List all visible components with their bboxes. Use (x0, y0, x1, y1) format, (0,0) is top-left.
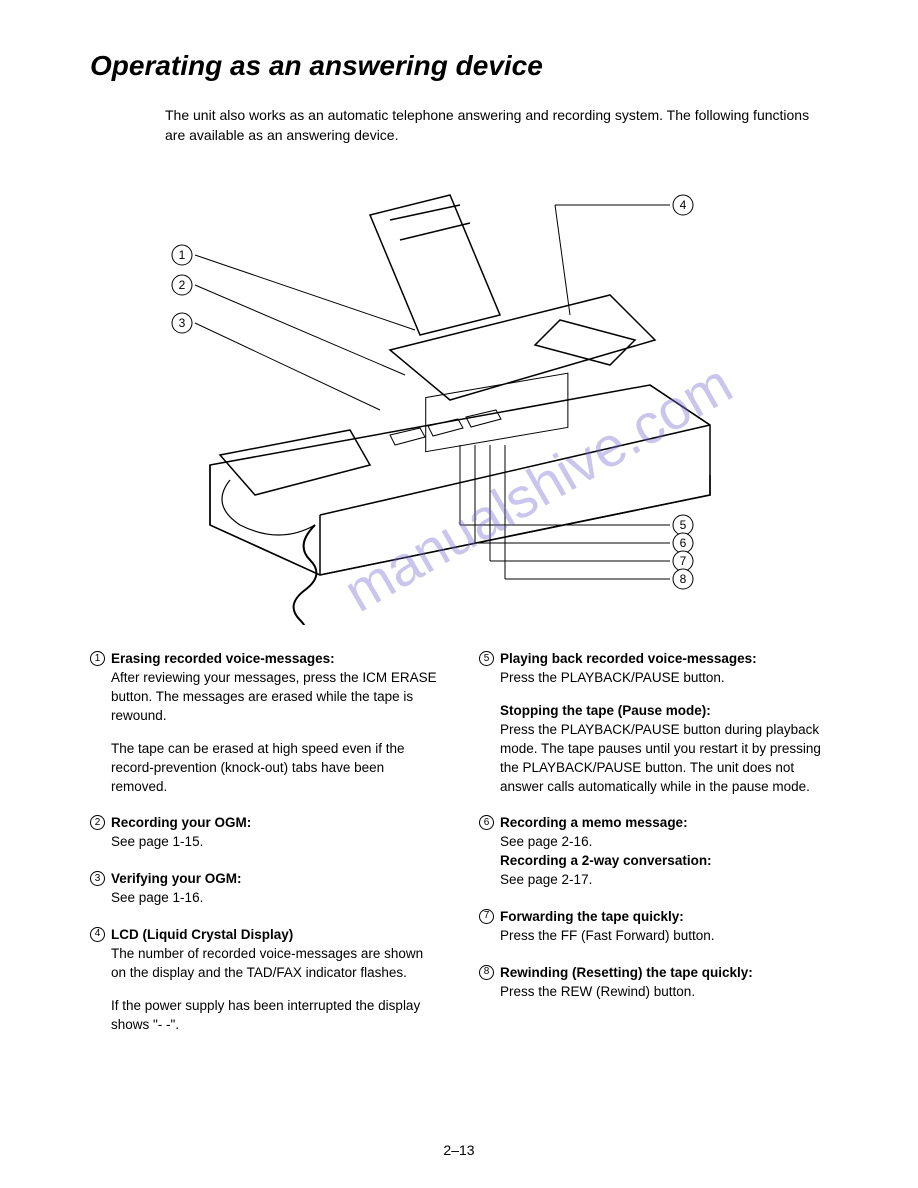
svg-text:2: 2 (179, 278, 186, 292)
device-diagram: manualshive.com (90, 165, 828, 625)
item-title: Playing back recorded voice-messages: (500, 650, 757, 669)
item-num: 1 (90, 651, 105, 666)
svg-text:8: 8 (680, 572, 687, 586)
item-title: Forwarding the tape quickly: (500, 908, 684, 927)
item-title: Erasing recorded voice-messages: (111, 650, 335, 669)
item-body-text: If the power supply has been interrupted… (111, 997, 439, 1035)
item-body-text: Press the PLAYBACK/PAUSE button during p… (500, 721, 828, 797)
item-body-text: After reviewing your messages, press the… (111, 669, 439, 726)
item-subtitle: Stopping the tape (Pause mode): (500, 702, 828, 721)
page-title: Operating as an answering device (90, 50, 828, 82)
item-num: 8 (479, 965, 494, 980)
item-4: 4 LCD (Liquid Crystal Display) The number… (90, 926, 439, 1034)
svg-text:7: 7 (680, 554, 687, 568)
item-num: 2 (90, 815, 105, 830)
right-column: 5 Playing back recorded voice-messages: P… (479, 650, 828, 1052)
item-5: 5 Playing back recorded voice-messages: P… (479, 650, 828, 796)
item-title: Recording a memo message: (500, 814, 688, 833)
item-num: 4 (90, 927, 105, 942)
item-body-text: The number of recorded voice-messages ar… (111, 945, 439, 983)
item-8: 8 Rewinding (Resetting) the tape quickly:… (479, 964, 828, 1002)
svg-text:6: 6 (680, 536, 687, 550)
item-title: Recording your OGM: (111, 814, 251, 833)
item-6: 6 Recording a memo message: See page 2-16… (479, 814, 828, 890)
item-body-text: See page 1-15. (111, 834, 203, 849)
item-num: 3 (90, 871, 105, 886)
item-body-text: See page 2-16. (500, 833, 828, 852)
item-num: 5 (479, 651, 494, 666)
svg-text:3: 3 (179, 316, 186, 330)
item-7: 7 Forwarding the tape quickly: Press the … (479, 908, 828, 946)
item-subtitle: Recording a 2-way conversation: (500, 852, 828, 871)
svg-text:1: 1 (179, 248, 186, 262)
item-num: 6 (479, 815, 494, 830)
left-column: 1 Erasing recorded voice-messages: After … (90, 650, 439, 1052)
item-title: Verifying your OGM: (111, 870, 242, 889)
item-3: 3 Verifying your OGM: See page 1-16. (90, 870, 439, 908)
svg-text:4: 4 (680, 198, 687, 212)
item-num: 7 (479, 909, 494, 924)
item-2: 2 Recording your OGM: See page 1-15. (90, 814, 439, 852)
item-body-text: Press the FF (Fast Forward) button. (500, 928, 715, 943)
svg-text:5: 5 (680, 518, 687, 532)
page-number: 2–13 (0, 1142, 918, 1158)
item-body-text: See page 1-16. (111, 890, 203, 905)
item-title: Rewinding (Resetting) the tape quickly: (500, 964, 753, 983)
item-title: LCD (Liquid Crystal Display) (111, 926, 293, 945)
item-1: 1 Erasing recorded voice-messages: After … (90, 650, 439, 796)
item-body-text: The tape can be erased at high speed eve… (111, 740, 439, 797)
item-body-text: Press the REW (Rewind) button. (500, 984, 695, 999)
item-body-text: See page 2-17. (500, 871, 828, 890)
item-body-text: Press the PLAYBACK/PAUSE button. (500, 669, 828, 688)
intro-text: The unit also works as an automatic tele… (165, 106, 828, 145)
